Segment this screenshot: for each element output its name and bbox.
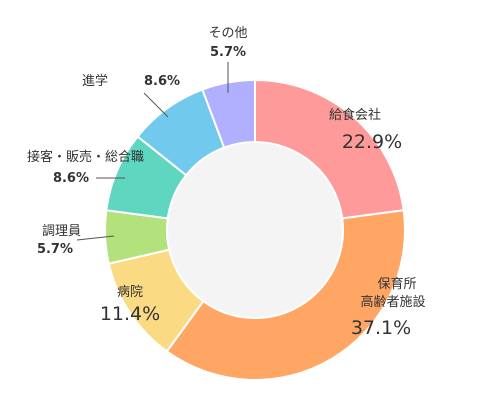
label-pct-hoikusho: 37.1%	[351, 317, 411, 339]
label-name-hoikusho-1: 保育所	[377, 276, 416, 292]
donut-center	[168, 143, 342, 317]
slice-hoikusho	[165, 209, 406, 381]
label-pct-sonota: 5.7%	[210, 45, 246, 60]
slice-sonota	[201, 78, 256, 149]
label-name-choriin: 調理員	[42, 224, 81, 239]
leader-line-shingaku	[143, 92, 169, 118]
label-name-hoikusho-2: 高齢者施設	[360, 294, 425, 310]
slice-kyushoku	[254, 78, 405, 220]
label-name-byoin: 病院	[117, 285, 143, 300]
label-name-kyushoku: 給食会社	[329, 107, 381, 123]
leader-lines	[76, 62, 229, 241]
label-pct-byoin: 11.4%	[100, 303, 160, 325]
leader-line-choriin	[76, 235, 115, 241]
label-pct-kyushoku: 22.9%	[342, 131, 402, 153]
label-pct-choriin: 5.7%	[37, 242, 73, 257]
label-name-shingaku: 進学	[82, 73, 108, 89]
donut-slices	[104, 78, 406, 381]
label-pct-sekkyaku: 8.6%	[53, 171, 89, 186]
label-name-sekkyaku: 接客・販売・総合職	[27, 149, 144, 165]
label-pct-shingaku: 8.6%	[144, 74, 180, 89]
label-name-sonota: その他	[208, 26, 247, 41]
